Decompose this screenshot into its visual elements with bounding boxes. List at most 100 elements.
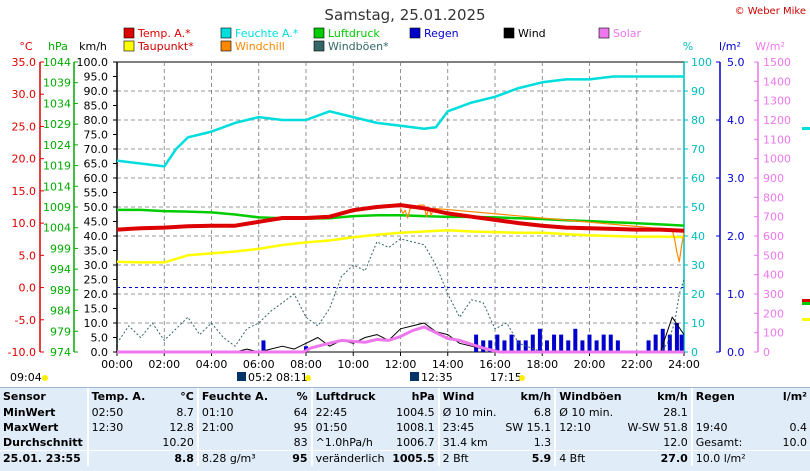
x-tick-label: 02:00 <box>148 358 180 371</box>
stats-header-row: Sensor Temp. A. °C Feuchte A.% Luftdruck hPa W… <box>0 388 810 405</box>
stats-cell: 31.4 km <box>437 435 502 451</box>
stats-cell: 12.8 <box>169 421 194 434</box>
wind-axis-tick-label: 15.0 <box>84 303 109 316</box>
solar-axis-tick-label: 1300 <box>763 95 791 108</box>
rain-bar <box>552 334 557 352</box>
stats-cell: 10.0 l/m² <box>690 450 762 466</box>
stats-cell: Gesamt: <box>690 435 762 451</box>
legend-swatch <box>409 27 421 39</box>
stats-header-cell: Luftdruck <box>310 388 388 405</box>
astro-markers: 09:04 05:2 08:11 12:35 17:15 <box>10 371 525 384</box>
legend-swatch <box>503 27 515 39</box>
solar-axis-tick-label: 800 <box>763 191 784 204</box>
wind-axis-tick-label: 85.0 <box>84 100 109 113</box>
wind-axis-tick-label: 95.0 <box>84 71 109 84</box>
temp-unit-label: °C <box>19 40 33 53</box>
x-tick-label: 24:00 <box>668 358 700 371</box>
stats-header-cell: Wind <box>437 388 502 405</box>
rain-axis-tick-label: 3.0 <box>727 172 745 185</box>
series-solar-line <box>117 325 684 354</box>
stats-row-label: MaxWert <box>3 421 59 434</box>
moonrise-icon <box>410 372 419 381</box>
humidity-axis-tick-label: 100 <box>691 56 712 69</box>
legend-label: Temp. A.* <box>137 27 191 40</box>
legend-swatch <box>220 40 232 52</box>
stats-cell: 83 <box>293 436 308 449</box>
sunrise2-label: 08:11 <box>276 371 308 384</box>
stats-header-cell: Sensor <box>3 390 46 403</box>
pressure-axis-tick-label: 1029 <box>43 118 71 131</box>
rain-bar <box>559 334 564 352</box>
stats-cell: 12.0 <box>663 436 688 449</box>
sunset-label: 17:15 <box>490 371 522 384</box>
temp-axis-tick-label: 20.0 <box>12 153 37 166</box>
wind-axis-tick-label: 60.0 <box>84 172 109 185</box>
humidity-axis-tick-label: 50 <box>691 201 705 214</box>
pressure-axis-tick-label: 989 <box>50 284 71 297</box>
humidity-axis-tick-label: 0 <box>691 346 698 359</box>
sun-icon <box>305 375 311 381</box>
rain-bar <box>573 328 578 352</box>
rain-bar <box>580 340 585 352</box>
start-time-label: 09:04 <box>10 371 42 384</box>
stats-cell: 8.28 g/m³ <box>196 450 272 466</box>
rain-bar <box>502 340 507 352</box>
legend-swatch <box>313 27 325 39</box>
rain-axis-tick-label: 2.0 <box>727 230 745 243</box>
stats-header-cell: Windböen <box>554 388 625 405</box>
rain-bar <box>516 340 521 352</box>
stats-row: MinWert 02:50 8.7 01:10 64 22:45 1004.5 Ø 10 mi… <box>0 405 810 420</box>
humidity-axis-tick-label: 70 <box>691 143 705 156</box>
stats-header-cell: °C <box>180 390 194 403</box>
wind-axis-tick-label: 70.0 <box>84 143 109 156</box>
x-tick-label: 14:00 <box>432 358 464 371</box>
solar-axis-tick-label: 300 <box>763 288 784 301</box>
rain-bar <box>261 340 266 352</box>
stats-cell: 0.4 <box>789 421 808 434</box>
wind-axis-tick-label: 80.0 <box>84 114 109 127</box>
rain-bar <box>667 334 672 352</box>
stats-cell: 8.7 <box>176 406 194 419</box>
sun-icon <box>519 375 525 381</box>
stats-cell: Ø 10 min. <box>437 405 502 420</box>
humidity-axis-tick-label: 80 <box>691 114 705 127</box>
series-luftdruck-line <box>117 208 685 227</box>
pressure-axis-tick-label: 999 <box>50 242 71 255</box>
statistics-table: Sensor Temp. A. °C Feuchte A.% Luftdruck hPa W… <box>0 388 810 466</box>
statistics-panel: Sensor Temp. A. °C Feuchte A.% Luftdruck hPa W… <box>0 387 810 471</box>
rain-bar <box>601 334 606 352</box>
wind-axis-tick-label: 50.0 <box>84 201 109 214</box>
stats-cell: 1004.5 <box>396 406 435 419</box>
humidity-axis-tick-label: 30 <box>691 259 705 272</box>
solar-axis-tick-label: 1100 <box>763 133 791 146</box>
sunrise-label: 05:2 <box>248 371 273 384</box>
legend-swatch <box>123 27 135 39</box>
stats-cell: 1006.7 <box>396 436 435 449</box>
x-axis: 00:00 02:00 04:00 06:00 08:00 10:00 12:00 14:00… <box>101 352 700 371</box>
wind-axis-tick-label: 35.0 <box>84 245 109 258</box>
stats-cell <box>554 435 625 451</box>
humidity-axis-tick-label: 20 <box>691 288 705 301</box>
temp-axis-tick-label: 15.0 <box>12 185 37 198</box>
rain-axis-tick-label: 0.0 <box>727 346 745 359</box>
stats-row: MaxWert 12:30 12.8 21:00 95 01:50 1008.1 23:45 S… <box>0 420 810 435</box>
stats-cell: 1005.5 <box>387 450 439 466</box>
stats-cell: Ø 10 min. <box>554 405 625 420</box>
series-temp-a-line <box>116 203 685 233</box>
solar-axis-tick-label: 900 <box>763 172 784 185</box>
stats-cell: 64 <box>293 406 308 419</box>
rain-axis-tick-label: 4.0 <box>727 114 745 127</box>
stats-cell: SW 15.1 <box>505 421 552 434</box>
wind-axis-tick-label: 10.0 <box>84 317 109 330</box>
solar-axis-tick-label: 0 <box>763 346 770 359</box>
humidity-axis-tick-label: 90 <box>691 85 705 98</box>
stats-cell: 4 Bft <box>554 450 625 466</box>
stats-cell: 2 Bft <box>437 450 502 466</box>
x-tick-label: 20:00 <box>574 358 606 371</box>
rain-bar <box>660 328 665 352</box>
solar-axis-tick-label: 1500 <box>763 56 791 69</box>
stats-cell <box>86 435 152 451</box>
rain-axis-tick-label: 1.0 <box>727 288 745 301</box>
sun-icon <box>42 375 48 381</box>
weather-chart: Samstag, 25.01.2025 © Weber Mike Temp. A… <box>7 6 810 384</box>
